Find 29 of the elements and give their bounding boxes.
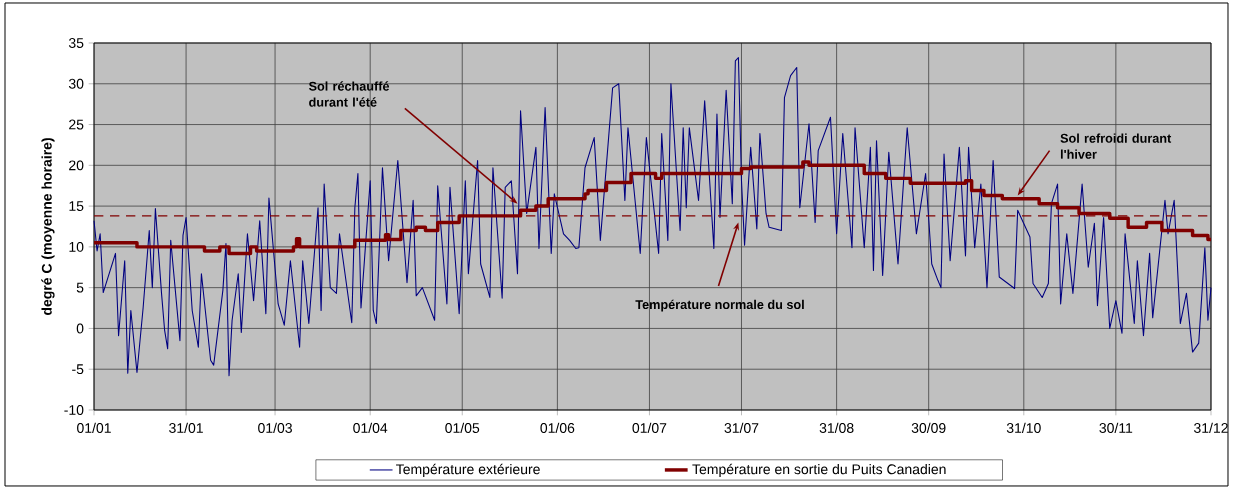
y-tick-label: -5 xyxy=(72,364,84,375)
x-tick-label: 01/05 xyxy=(445,422,480,433)
y-tick-label: 30 xyxy=(68,78,84,89)
annotation: Température normale du sol xyxy=(635,299,804,312)
annotation: Sol refroidi durant l'hiver xyxy=(1060,133,1172,159)
y-tick-label: 15 xyxy=(69,201,84,211)
y-tick-label: -10 xyxy=(64,405,84,415)
y-tick-label: 10 xyxy=(69,241,84,252)
x-tick-label: 01/06 xyxy=(540,422,575,433)
y-tick-label: 0 xyxy=(76,323,84,334)
x-tick-label: 31/01 xyxy=(169,422,203,433)
x-tick-label: 01/03 xyxy=(258,422,292,433)
x-tick-label: 31/10 xyxy=(1006,422,1041,433)
x-tick-label: 01/01 xyxy=(77,422,111,433)
y-tick-label: 25 xyxy=(69,119,84,130)
x-tick-label: 31/12 xyxy=(1194,422,1228,433)
annotation: Sol réchauffé durant l'été xyxy=(308,81,390,107)
x-tick-label: 30/11 xyxy=(1099,422,1133,433)
x-tick-label: 31/07 xyxy=(724,422,759,433)
y-axis-title: degré C (moyenne horaire) xyxy=(41,138,55,315)
x-tick-label: 30/09 xyxy=(911,422,946,433)
y-tick-label: 20 xyxy=(69,160,84,171)
legend-label: Température extérieure xyxy=(396,463,540,478)
x-tick-label: 31/08 xyxy=(819,422,854,433)
x-tick-label: 01/04 xyxy=(353,422,388,433)
y-tick-label: 5 xyxy=(76,282,84,293)
y-tick-label: 35 xyxy=(68,38,84,48)
x-tick-label: 01/07 xyxy=(632,422,667,433)
legend-label: Température en sortie du Puits Canadien xyxy=(692,463,946,478)
